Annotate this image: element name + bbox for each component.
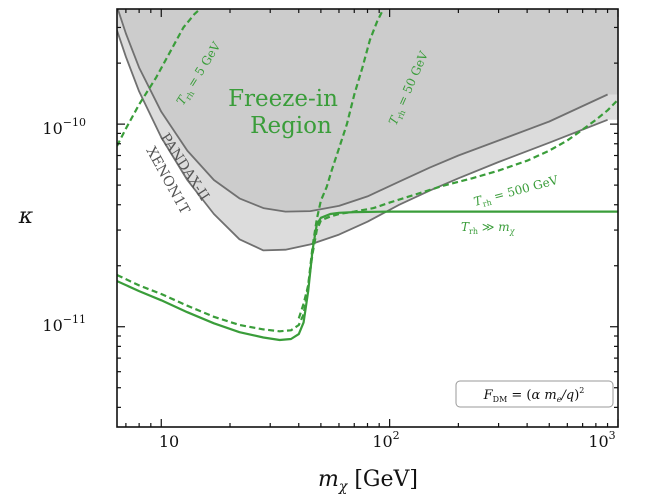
x-tick-label-100-exp: 2 [393,429,400,442]
ff-eq: = ( [507,388,531,403]
trh-inf-label: Trh ≫ mχ [461,220,516,236]
freeze-in-label-line2: Region [250,113,332,139]
trh-inf-sub: rh [469,227,478,236]
x-axis-label: mχ [GeV] [318,467,418,495]
ff-e: e [557,395,562,404]
trh-500-label: Trh = 500 GeV [472,173,560,211]
trh-inf-chi: χ [509,227,516,236]
series-line-pandax-ii [117,9,608,213]
ff-q: /q [559,388,574,403]
trh-500-sub: rh [482,198,493,209]
trh-50-sub: rh [396,109,408,121]
ff-F: F [483,388,494,403]
y-tick-label-1e-10-exp: −10 [63,116,86,129]
x-tick-label-1000-exp: 3 [609,429,616,442]
pandax-ii-region [117,9,618,212]
trh-5-sub: rh [184,89,196,101]
ff-alpha: α m [532,388,557,403]
x-tick-label-10: 10 [159,432,179,451]
x-axis-label-chi: χ [338,479,349,495]
trh-inf-op: ≫ [478,220,498,234]
series-line-t-rh-500-gev [297,98,618,319]
ff-sub: DM [493,395,508,404]
y-tick-label-1e-10: 10−10 [42,116,86,138]
series-line-t-rh-50-gev [117,9,385,333]
exclusion-fills [117,9,618,251]
trh-inf-T: T [461,220,470,234]
freeze-in-label-line1: Freeze-in [228,86,338,112]
series-line-t-rh-5-gev [117,9,202,147]
trh-inf-m: m [498,220,509,234]
axis-ticks [117,9,619,427]
series-line-xenon1t [117,30,608,252]
x-tick-label-1000-base: 10 [588,432,608,451]
y-tick-label-1e-11: 10−11 [42,313,86,335]
series-line-t-rh-m [117,210,618,342]
y-axis-label: κ [18,204,34,229]
y-tick-label-1e-11-exp: −11 [63,313,86,326]
trh-500-val: = 500 GeV [489,173,560,205]
y-tick-label-1e-10-base: 10 [42,119,62,138]
x-axis-label-unit: [GeV] [347,467,418,492]
x-axis-label-m: m [318,467,339,492]
x-tick-label-1000: 103 [588,429,615,451]
form-factor-box [455,380,614,408]
y-tick-label-1e-11-base: 10 [42,316,62,335]
ff-sq: 2 [579,386,584,395]
series-lines [117,9,618,342]
x-tick-label-100: 102 [372,429,399,451]
x-tick-label-100-base: 10 [372,432,392,451]
ff-close: ) [574,388,579,403]
form-factor-label: FDM = (α me/q)2 [483,386,585,404]
